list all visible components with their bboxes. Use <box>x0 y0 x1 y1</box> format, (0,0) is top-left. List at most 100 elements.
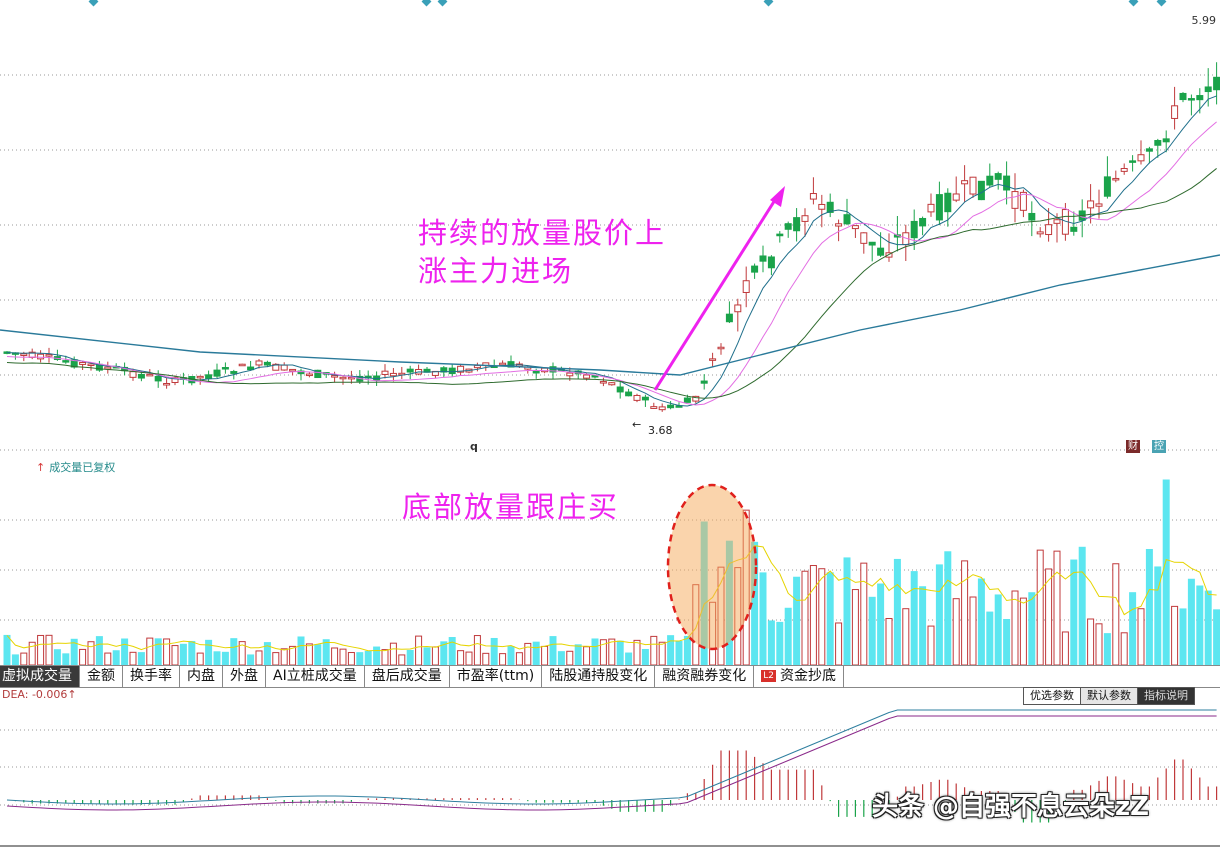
candle-body <box>759 255 767 262</box>
tab-label: 融资融券变化 <box>662 668 747 684</box>
candle-body <box>305 373 313 377</box>
candle-body <box>977 180 985 201</box>
volume-bar <box>70 638 78 665</box>
price-annotation-line2: 涨主力进场 <box>418 254 574 288</box>
tab-9[interactable]: 融资融券变化 <box>655 666 755 687</box>
candle-body <box>717 346 725 350</box>
candle-body <box>205 374 213 380</box>
volume-bar <box>45 634 53 665</box>
volume-ma-line <box>6 545 1217 652</box>
candle-body <box>339 376 347 380</box>
tab-6[interactable]: 盘后成交量 <box>365 666 450 687</box>
candle-body <box>625 391 633 397</box>
macd-title-text: DEA: -0.006 <box>2 688 68 701</box>
candle-body <box>851 225 859 230</box>
candle-body <box>583 374 591 379</box>
volume-bar <box>331 647 339 665</box>
candle-body <box>667 404 675 409</box>
tab-2[interactable]: 换手率 <box>123 666 180 687</box>
price-chart-canvas[interactable] <box>0 0 1220 455</box>
tab-label: AI立桩成交量 <box>273 668 357 684</box>
candle-body <box>1036 231 1044 235</box>
volume-bar <box>902 608 910 665</box>
finance-badge[interactable]: 财 <box>1126 440 1140 453</box>
volume-bar <box>37 634 45 665</box>
optimal-params-button[interactable]: 优选参数 <box>1023 687 1081 705</box>
volume-bar <box>364 650 372 665</box>
candle-body <box>650 406 658 409</box>
volume-bar <box>280 648 288 665</box>
tab-5[interactable]: AI立桩成交量 <box>266 666 365 687</box>
tab-7[interactable]: 市盈率(ttm) <box>450 666 543 687</box>
volume-chart[interactable] <box>0 475 1220 665</box>
candle-body <box>986 175 994 186</box>
candle-body <box>331 375 339 378</box>
candle-body <box>944 192 952 213</box>
candle-body <box>776 233 784 237</box>
candle-body <box>62 360 70 363</box>
volume-bar <box>1145 548 1153 665</box>
volume-bar <box>272 652 280 665</box>
candle-body <box>314 369 322 379</box>
candle-body <box>163 382 171 386</box>
volume-bar <box>1129 592 1137 665</box>
volume-bar <box>146 637 154 665</box>
volume-bar <box>793 576 801 665</box>
control-badge[interactable]: 控 <box>1152 440 1166 453</box>
volume-bar <box>641 648 649 665</box>
volume-bar <box>868 596 876 665</box>
ma5-line <box>6 95 1217 407</box>
volume-bar <box>961 560 969 665</box>
candle-body <box>347 376 355 380</box>
candle-body <box>767 256 775 269</box>
tab-label: 虚拟成交量 <box>2 668 72 684</box>
price-max-label: 5.99 <box>1191 14 1217 27</box>
dea-line <box>6 715 1217 811</box>
candle-body <box>1154 140 1162 146</box>
volume-bar <box>473 635 481 665</box>
macd-chart-canvas[interactable] <box>0 705 1220 847</box>
candle-body <box>289 368 297 372</box>
volume-bar <box>515 652 523 665</box>
volume-bar <box>574 644 582 665</box>
default-params-button[interactable]: 默认参数 <box>1080 687 1138 705</box>
volume-bar <box>893 558 901 665</box>
tab-1[interactable]: 金额 <box>80 666 123 687</box>
tab-4[interactable]: 外盘 <box>223 666 266 687</box>
price-annotation: 持续的放量股价上 涨主力进场 <box>418 214 666 290</box>
price-candlestick-chart[interactable] <box>0 0 1220 455</box>
candle-body <box>692 395 700 402</box>
volume-bar <box>910 571 918 665</box>
tab-8[interactable]: 陆股通持股变化 <box>542 666 656 687</box>
volume-bar <box>969 596 977 665</box>
candle-body <box>1204 86 1212 93</box>
candle-body <box>961 180 969 185</box>
candle-body <box>389 372 397 377</box>
volume-bar <box>1171 605 1179 665</box>
volume-bar <box>1087 618 1095 665</box>
highlight-ellipse <box>666 483 758 651</box>
candle-body <box>230 371 238 374</box>
candle-body <box>1045 224 1053 236</box>
volume-bar <box>986 611 994 665</box>
up-arrow-icon: ↑ <box>67 688 77 701</box>
tab-3[interactable]: 内盘 <box>180 666 223 687</box>
tab-0[interactable]: 虚拟成交量 <box>0 666 80 687</box>
indicator-help-button[interactable]: 指标说明 <box>1137 687 1195 705</box>
volume-bar <box>826 572 834 665</box>
volume-bar <box>1011 590 1019 665</box>
candle-body <box>154 375 162 382</box>
candle-body <box>406 368 414 373</box>
candle-body <box>238 363 246 367</box>
volume-bar <box>1187 578 1195 665</box>
volume-bar <box>1154 566 1162 665</box>
volume-bar <box>524 642 532 665</box>
volume-bar <box>20 652 28 665</box>
volume-chart-canvas[interactable] <box>0 475 1220 665</box>
macd-chart[interactable] <box>0 705 1220 847</box>
volume-bar <box>625 652 633 665</box>
volume-bar <box>591 638 599 665</box>
candle-body <box>541 367 549 373</box>
tab-10[interactable]: L2 资金抄底 <box>754 666 845 687</box>
candle-body <box>843 214 851 225</box>
